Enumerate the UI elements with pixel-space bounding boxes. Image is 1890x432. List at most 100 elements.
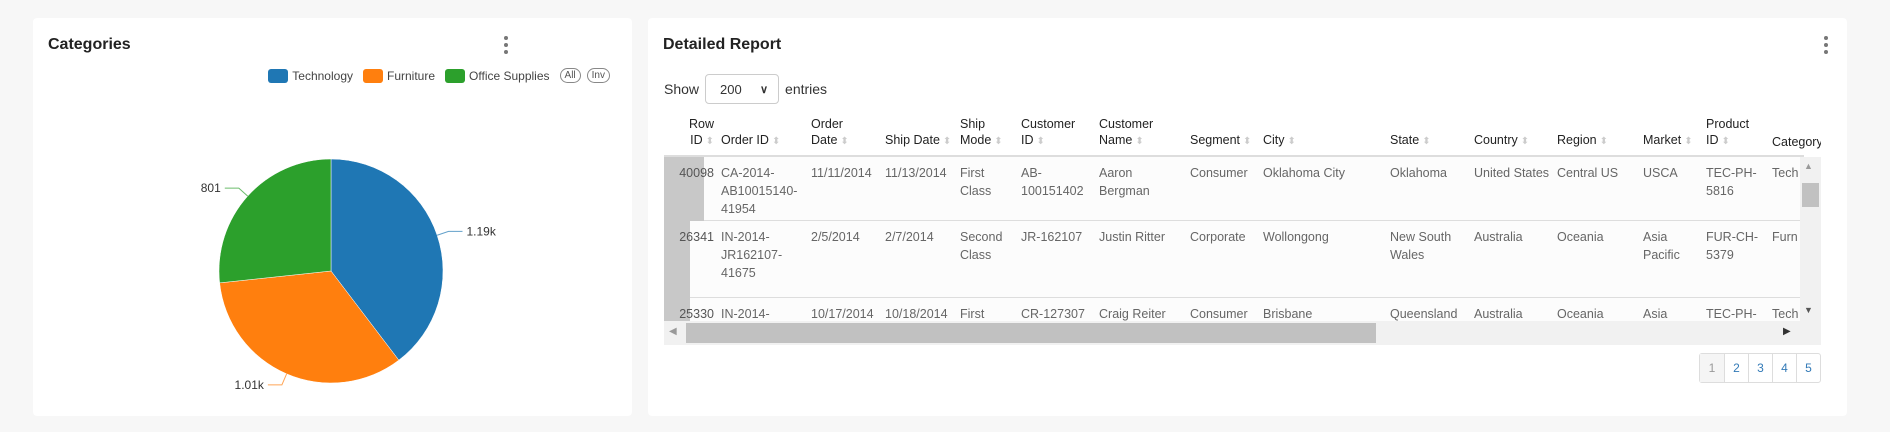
column-header[interactable]: Country ⬍	[1474, 132, 1554, 150]
table-cell: Craig Reiter	[1099, 307, 1166, 321]
table-cell: Wollongong	[1263, 230, 1329, 244]
column-header[interactable]: Row ID ⬍	[664, 118, 714, 150]
sort-icon[interactable]: ⬍	[1135, 136, 1144, 147]
legend-item-office-supplies[interactable]: Office Supplies	[445, 68, 550, 83]
table-cell: 26341	[679, 230, 714, 244]
sort-icon[interactable]: ⬍	[942, 136, 952, 147]
card-title: Detailed Report	[663, 36, 782, 53]
horizontal-scroll-thumb[interactable]	[686, 323, 1376, 343]
sort-icon[interactable]: ⬍	[705, 136, 714, 147]
table-cell: AB-100151402	[1021, 166, 1084, 198]
scroll-up-icon[interactable]: ▲	[1804, 161, 1813, 171]
column-header[interactable]: Customer ID ⬍	[1021, 118, 1093, 150]
column-label: Ship Mode	[960, 118, 992, 147]
page-1-button[interactable]: 1	[1700, 354, 1724, 382]
column-header[interactable]: Region ⬍	[1557, 132, 1639, 150]
card-title: Categories	[48, 36, 131, 53]
sort-icon[interactable]: ⬍	[1422, 136, 1431, 147]
sort-icon[interactable]: ⬍	[771, 136, 781, 147]
column-header[interactable]: City ⬍	[1263, 132, 1383, 150]
data-label: 1.01k	[235, 378, 265, 392]
page-4-button[interactable]: 4	[1772, 354, 1796, 382]
table-cell: New South Wales	[1390, 230, 1452, 262]
sort-icon[interactable]: ⬍	[1520, 136, 1530, 147]
entries-label: entries	[785, 81, 828, 97]
column-label: Ship Date	[885, 133, 940, 147]
horizontal-scrollbar[interactable]: ◀ ▶	[664, 321, 1821, 345]
table-cell: JR-162107	[1021, 230, 1083, 244]
pie-slice-furniture[interactable]	[219, 270, 400, 384]
scroll-down-icon[interactable]: ▼	[1804, 305, 1813, 315]
legend-label: Office Supplies	[469, 68, 550, 83]
label-leader-line	[224, 187, 249, 197]
column-header[interactable]: Category	[1772, 134, 1821, 150]
table-cell: Asia Pacific	[1643, 230, 1680, 262]
page-3-button[interactable]: 3	[1748, 354, 1772, 382]
table-cell: 10/18/2014	[885, 307, 948, 321]
column-header[interactable]: Order ID ⬍	[721, 132, 806, 150]
data-label: 1.19k	[467, 224, 497, 238]
column-header[interactable]: Order Date ⬍	[811, 118, 881, 150]
page-5-button[interactable]: 5	[1796, 354, 1820, 382]
column-header[interactable]: Segment ⬍	[1190, 132, 1258, 150]
row-id-highlight	[664, 157, 704, 221]
column-header[interactable]: State ⬍	[1390, 132, 1470, 150]
table-cell: 40098	[679, 166, 714, 180]
label-leader-line	[267, 373, 288, 386]
table-cell: IN-2014-	[721, 307, 770, 321]
column-header[interactable]: Ship Mode ⬍	[960, 118, 1015, 150]
pie-slice-office-supplies[interactable]	[218, 158, 332, 284]
table-cell: FUR-CH-5379	[1706, 230, 1759, 262]
table-cell: CR-127307	[1021, 307, 1085, 321]
chart-legend: Technology Furniture Office Supplies All…	[268, 68, 610, 83]
table-row[interactable]: 26341 IN-2014-JR162107-41675 2/5/2014 2/7/2…	[664, 221, 1800, 298]
sort-icon[interactable]: ⬍	[1599, 136, 1609, 147]
table-cell: Tech	[1772, 307, 1799, 321]
legend-item-technology[interactable]: Technology	[268, 68, 353, 83]
table-cell: First	[960, 307, 985, 321]
table-cell: 2/5/2014	[811, 230, 860, 244]
vertical-scroll-thumb[interactable]	[1802, 183, 1819, 207]
report-table: Row ID ⬍ Order ID ⬍ Order Date ⬍ Ship Date ⬍ Shi…	[664, 118, 1821, 345]
more-options-icon[interactable]	[1823, 36, 1829, 54]
chevron-down-icon: ∨	[759, 83, 769, 96]
column-header[interactable]: Market ⬍	[1643, 132, 1703, 150]
sort-icon[interactable]: ⬍	[1684, 136, 1693, 147]
pie-slice-technology[interactable]	[330, 158, 444, 361]
page-2-button[interactable]: 2	[1724, 354, 1748, 382]
table-header: Row ID ⬍ Order ID ⬍ Order Date ⬍ Ship Date ⬍ Shi…	[664, 118, 1821, 157]
sort-icon[interactable]: ⬍	[1243, 136, 1252, 147]
legend-all-button[interactable]: All	[559, 68, 581, 83]
sort-icon[interactable]: ⬍	[1721, 136, 1730, 147]
legend-swatch	[268, 68, 289, 83]
legend-item-furniture[interactable]: Furniture	[363, 68, 435, 83]
sort-icon[interactable]: ⬍	[1287, 136, 1296, 147]
label-leader-line	[436, 230, 463, 236]
table-cell: Consumer	[1190, 307, 1248, 321]
table-cell: Aaron Bergman	[1099, 166, 1150, 198]
sort-icon[interactable]: ⬍	[994, 136, 1003, 147]
table-cell: Tech	[1772, 166, 1799, 180]
column-header[interactable]: Product ID ⬍	[1706, 118, 1768, 150]
column-header[interactable]: Ship Date ⬍	[885, 132, 955, 150]
sort-icon[interactable]: ⬍	[1036, 136, 1045, 147]
table-cell: Justin Ritter	[1099, 230, 1165, 244]
table-cell: United States	[1474, 166, 1550, 180]
scroll-left-icon[interactable]: ◀	[669, 326, 677, 337]
entries-select[interactable]: 200 ∨	[705, 74, 780, 104]
vertical-scrollbar[interactable]: ▲ ▼	[1800, 157, 1821, 321]
column-label: City	[1263, 133, 1285, 147]
table-cell: Australia	[1474, 230, 1523, 244]
scroll-right-icon[interactable]: ▶	[1783, 326, 1791, 337]
table-row[interactable]: 40098 CA-2014-AB10015140-41954 11/11/2014 1…	[664, 157, 1800, 221]
column-label: Country	[1474, 133, 1518, 147]
column-header[interactable]: Customer Name ⬍	[1099, 118, 1184, 150]
show-label: Show	[664, 81, 700, 97]
legend-swatch	[445, 68, 466, 83]
column-label: Order Date	[811, 118, 843, 147]
more-options-icon[interactable]	[503, 36, 509, 54]
legend-invert-button[interactable]: Inv	[586, 68, 610, 83]
sort-icon[interactable]: ⬍	[840, 136, 849, 147]
table-cell: TEC-PH-	[1706, 307, 1757, 321]
